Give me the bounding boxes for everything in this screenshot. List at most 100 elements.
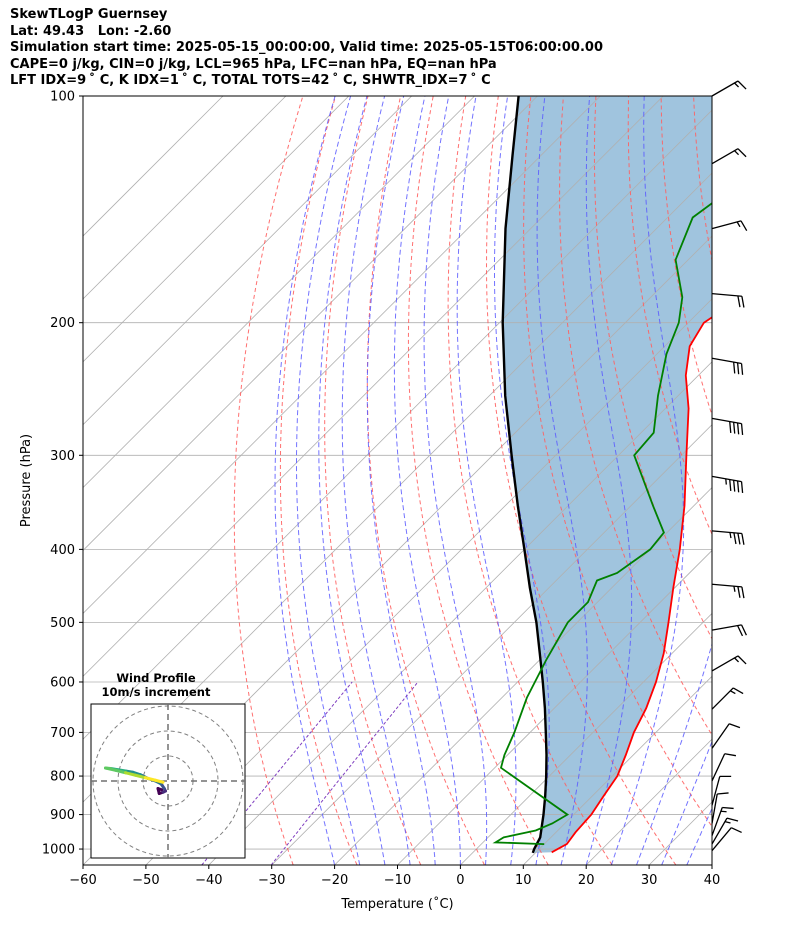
dry-adiabat [523, 96, 712, 828]
y-tick-label: 500 [50, 616, 75, 631]
barb-flag [737, 80, 747, 90]
hodograph-segment [154, 778, 165, 784]
barb-flag [737, 148, 747, 158]
barb-staff [711, 292, 742, 297]
parcel-profile-line [501, 96, 548, 854]
chart-title: SkewTLogP Guernsey [10, 7, 168, 22]
x-tick-label: −50 [132, 873, 159, 888]
moist-adiabat [366, 96, 436, 865]
moist-adiabat [393, 96, 461, 865]
barb-flag [724, 753, 737, 757]
hodograph-title: Wind Profile [116, 671, 196, 685]
moist-adiabat [341, 96, 411, 865]
y-tick-label: 900 [50, 808, 75, 823]
dry-adiabat [627, 96, 712, 536]
barb-flag [733, 480, 736, 492]
wind-barb [711, 792, 729, 824]
x-tick-label: 20 [578, 873, 595, 888]
barb-half-flag [730, 690, 736, 695]
wind-barb [711, 775, 732, 806]
wind-barb [711, 357, 744, 375]
x-tick-label: 40 [704, 873, 721, 888]
dewpoint-profile-line [492, 202, 712, 845]
barb-flag [717, 792, 729, 795]
y-tick-label: 1000 [42, 843, 75, 858]
isotherm-line [208, 361, 712, 865]
y-tick-label: 800 [50, 770, 75, 785]
index-line: LFT IDX=9 ˚ C, K IDX=1 ˚ C, TOTAL TOTS=4… [10, 73, 491, 88]
plot-area [83, 96, 794, 865]
cape-line: CAPE=0 j/kg, CIN=0 j/kg, LCL=965 hPa, LF… [10, 56, 497, 72]
barb-staff [711, 583, 742, 588]
barb-staff [711, 723, 730, 749]
y-tick-label: 700 [50, 726, 75, 741]
isotherm-line [711, 864, 712, 865]
isotherm-line [83, 96, 601, 614]
barb-flag [729, 479, 732, 491]
dry-adiabat [366, 96, 485, 865]
axes: −60 −50 −40 −30 −20 −10 0 10 20 30 40 100 200 300 400 5… [19, 90, 720, 913]
y-tick-label: 400 [50, 543, 75, 558]
dry-adiabat [324, 96, 422, 865]
moist-adiabat [636, 96, 712, 865]
barb-staff [711, 817, 728, 845]
y-tick-label: 600 [50, 675, 75, 690]
chart-header: SkewTLogP Guernsey Lat: 49.43 Lon: -2.60… [10, 7, 603, 90]
wind-barbs [711, 80, 748, 852]
wind-barb [711, 292, 745, 308]
barb-half-flag [734, 657, 740, 663]
barb-flag [740, 624, 747, 636]
moist-adiabat [318, 96, 386, 865]
x-tick-label: −40 [195, 873, 222, 888]
barb-flag [736, 480, 740, 493]
isotherm-line [83, 109, 712, 740]
isotherm-line [523, 675, 712, 865]
barb-staff [711, 776, 721, 806]
isotherm-line [83, 96, 287, 300]
moist-adiabat [423, 96, 488, 865]
barb-flag [740, 481, 744, 494]
barb-flag [741, 533, 745, 545]
wind-barb [711, 80, 747, 97]
isotherm-line [460, 612, 712, 865]
x-axis-label: Temperature (˚C) [340, 896, 453, 912]
dry-adiabat [759, 96, 794, 865]
barb-staff [711, 357, 742, 365]
barb-half-flag [729, 532, 732, 539]
location-line: Lat: 49.43 Lon: -2.60 [10, 23, 172, 39]
barb-flag [729, 421, 732, 433]
wind-barb [711, 530, 745, 545]
isotherm-line [334, 487, 712, 865]
isotherm-line [83, 96, 664, 677]
isotherm-line [397, 549, 712, 865]
barb-flag [740, 423, 744, 436]
isotherm-line [271, 424, 712, 865]
dry-adiabat [407, 96, 549, 865]
wind-barb [711, 753, 737, 782]
barb-flag [733, 422, 736, 434]
moist-adiabat [274, 96, 336, 865]
moist-adiabat [585, 96, 633, 865]
barb-half-flag [725, 478, 727, 485]
x-tick-label: −60 [69, 873, 96, 888]
x-tick-label: −30 [258, 873, 285, 888]
barb-staff [711, 827, 732, 852]
wind-barb [711, 148, 747, 165]
dry-adiabat [447, 96, 613, 865]
isotherm-line [83, 96, 350, 363]
x-tick-label: 0 [456, 873, 464, 888]
moist-adiabat [661, 740, 712, 865]
barb-flag [733, 532, 737, 545]
barb-half-flag [733, 586, 736, 592]
isotherm-line [775, 96, 794, 865]
moist-adiabat [610, 96, 685, 865]
y-tick-label: 200 [50, 316, 75, 331]
barb-flag [732, 687, 744, 695]
barb-staff [711, 80, 739, 97]
wind-barb [711, 687, 744, 710]
barb-staff [711, 475, 742, 483]
wind-barb [711, 624, 747, 637]
dry-adiabat [485, 96, 677, 865]
